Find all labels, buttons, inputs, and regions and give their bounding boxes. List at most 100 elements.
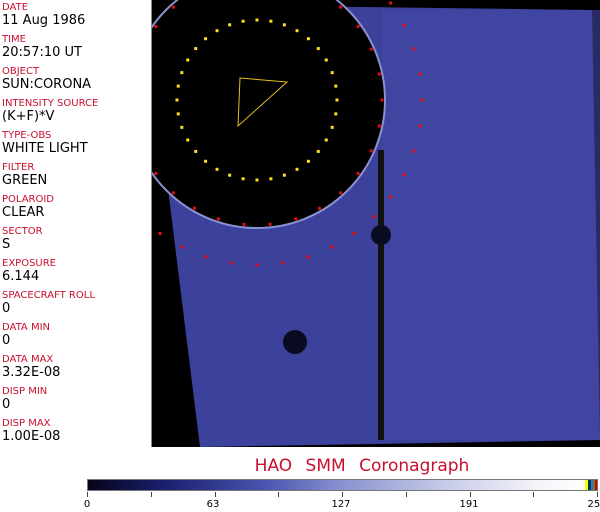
field-value: 20:57:10 UT [2, 45, 82, 60]
sector-marker [237, 77, 289, 128]
grid-dot [330, 245, 334, 249]
field-spacecraft-roll: SPACECRAFT ROLL 0 [2, 290, 95, 316]
field-label: DATA MAX [2, 354, 54, 365]
grid-dot [180, 71, 184, 75]
grid-dot [402, 23, 406, 27]
grid-dot [330, 71, 334, 75]
grid-dot [295, 167, 299, 171]
grid-dot [420, 98, 424, 102]
grid-dot [268, 222, 272, 226]
coronagraph-image [152, 0, 600, 447]
field-value: CLEAR [2, 205, 45, 220]
grid-dot [306, 255, 310, 259]
grid-dot [215, 29, 219, 33]
colorbar-tick [469, 492, 471, 497]
colorbar-tick [533, 492, 535, 497]
grid-dot [377, 72, 381, 76]
pylon [378, 150, 384, 440]
field-value: 1.00E-08 [2, 429, 61, 444]
field-disp-max: DISP MAX 1.00E-08 [2, 418, 60, 444]
grid-dot [255, 263, 259, 267]
colorbar-tick [87, 492, 88, 497]
grid-dot [171, 5, 175, 9]
grid-dot [269, 19, 273, 23]
grid-dot [171, 191, 175, 195]
colorbar-tick [214, 492, 216, 497]
colorbar-tick [278, 492, 280, 497]
grid-dot [194, 47, 198, 51]
grid-dot [281, 261, 285, 265]
grid-dot [241, 177, 245, 181]
grid-dot [180, 245, 184, 249]
grid-dot [215, 167, 219, 171]
grid-dot [402, 173, 406, 177]
grid-dot [269, 177, 273, 181]
grid-dot [335, 98, 339, 102]
grid-dot [242, 222, 246, 226]
grid-dot [339, 5, 343, 9]
grid-dot [204, 37, 208, 41]
colorbar-tick-label: 191 [459, 499, 479, 510]
field-intensity-source: INTENSITY SOURCE (K+F)*V [2, 98, 98, 124]
grid-dot [412, 149, 416, 153]
field-label: OBJECT [2, 66, 40, 77]
field-disp-min: DISP MIN 0 [2, 386, 47, 412]
field-label: FILTER [2, 162, 35, 173]
grid-dot [380, 98, 384, 102]
plot-title: HAO SMM Coronagraph [254, 456, 470, 476]
colorbar-tick-label: 127 [331, 499, 351, 510]
grid-dot [330, 125, 334, 129]
grid-dot [369, 47, 373, 51]
colorbar-tick [597, 492, 598, 497]
grid-dot [204, 159, 208, 163]
grid-dot [228, 173, 232, 177]
field-label: TIME [2, 34, 27, 45]
grid-dot [282, 173, 286, 177]
grid-dot [229, 261, 233, 265]
field-label: DISP MAX [2, 418, 51, 429]
grid-dot [316, 47, 320, 51]
field-value: S [2, 237, 11, 252]
field-label: POLAROID [2, 194, 55, 205]
field-value: (K+F)*V [2, 109, 55, 124]
grid-dot [306, 37, 310, 41]
field-time: TIME 20:57:10 UT [2, 34, 82, 60]
field-value: 6.144 [2, 269, 40, 284]
grid-dot [176, 84, 180, 88]
grid-dot [418, 124, 422, 128]
grid-dot [306, 159, 310, 163]
grid-dot [175, 98, 179, 102]
grid-dot [388, 1, 392, 5]
grid-dot [294, 217, 298, 221]
grid-dot [255, 178, 259, 182]
grid-dot [186, 138, 190, 142]
field-sector: SECTOR S [2, 226, 43, 252]
grid-dot [228, 23, 232, 27]
grid-dot [339, 191, 343, 195]
grid-dot [154, 25, 158, 29]
grid-dot [194, 149, 198, 153]
grid-dot [356, 171, 360, 175]
grid-dots [154, 1, 424, 267]
grid-dot [241, 19, 245, 23]
field-value: SUN:CORONA [2, 77, 92, 92]
field-polaroid: POLAROID CLEAR [2, 194, 54, 220]
colorbar [87, 479, 598, 491]
field-label: INTENSITY SOURCE [2, 98, 99, 109]
field-label: DISP MIN [2, 386, 48, 397]
field-label: SECTOR [2, 226, 43, 237]
grid-dot [316, 149, 320, 153]
grid-dot [412, 47, 416, 51]
header-info-panel: DATE 11 Aug 1986 TIME 20:57:10 UT OBJECT SUN:… [0, 0, 152, 447]
grid-dot [180, 125, 184, 129]
field-date: DATE 11 Aug 1986 [2, 2, 85, 28]
grid-dot [352, 231, 356, 235]
grid-dot [324, 138, 328, 142]
field-value: 11 Aug 1986 [2, 13, 86, 28]
grid-dot [369, 149, 373, 153]
colorbar-tick-label: 0 [83, 499, 91, 510]
grid-dot [334, 112, 338, 116]
field-filter: FILTER GREEN [2, 162, 47, 188]
occulting-disk [152, 0, 386, 229]
field-label: TYPE-OBS [2, 130, 52, 141]
